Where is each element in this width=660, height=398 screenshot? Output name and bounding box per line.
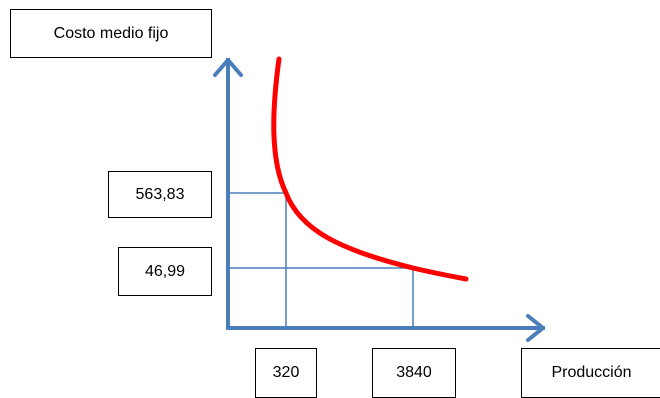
y-tick-label-1: 46,99	[118, 247, 212, 296]
x-tick-label-1: 3840	[372, 348, 456, 398]
y-tick-label-0: 563,83	[108, 171, 212, 218]
y-axis-arrowhead	[213, 58, 243, 77]
y-axis-label: Costo medio fijo	[10, 9, 212, 58]
data-point-0	[285, 192, 287, 194]
series-layer	[271, 56, 469, 282]
x-axis-label-text: Producción	[551, 364, 632, 381]
y-axis-label-text: Costo medio fijo	[53, 24, 169, 42]
x-tick-label-0-text: 320	[272, 364, 300, 381]
x-tick-label-1-text: 3840	[396, 364, 432, 381]
x-axis-label: Producción	[521, 348, 660, 398]
axes	[213, 58, 545, 342]
guide-lines	[228, 192, 414, 328]
x-axis-arrowhead	[526, 314, 545, 342]
cost-curve	[271, 56, 469, 282]
y-tick-label-0-text: 563,83	[135, 185, 185, 203]
data-point-1	[412, 267, 414, 269]
y-tick-label-1-text: 46,99	[144, 262, 186, 280]
x-tick-label-0: 320	[255, 348, 317, 398]
